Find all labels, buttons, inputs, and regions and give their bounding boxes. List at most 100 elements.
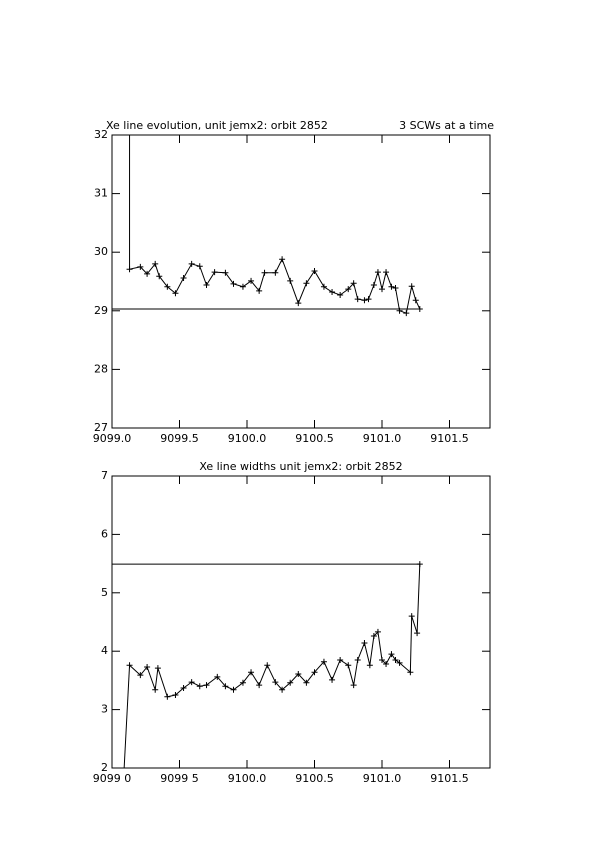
point-marker bbox=[203, 682, 210, 689]
x-tick-label: 9099.5 bbox=[160, 432, 199, 445]
x-tick-label: 9100.5 bbox=[295, 432, 334, 445]
point-marker bbox=[311, 669, 318, 676]
chart-title: Xe line widths unit jemx2: orbit 2852 bbox=[199, 460, 402, 473]
point-marker bbox=[230, 686, 237, 693]
point-marker bbox=[152, 686, 159, 693]
point-marker bbox=[396, 659, 403, 666]
plot-frame bbox=[111, 134, 491, 429]
point-marker bbox=[188, 260, 195, 267]
point-marker bbox=[154, 665, 161, 672]
point-marker bbox=[144, 270, 151, 277]
point-marker bbox=[287, 277, 294, 284]
point-marker bbox=[279, 686, 286, 693]
point-marker bbox=[388, 651, 395, 658]
point-marker bbox=[392, 656, 399, 663]
point-marker bbox=[180, 274, 187, 281]
point-marker bbox=[403, 310, 410, 317]
point-marker bbox=[354, 296, 361, 303]
point-marker bbox=[196, 683, 203, 690]
point-marker bbox=[214, 673, 221, 680]
x-tick-label: 9099 5 bbox=[160, 772, 199, 785]
point-marker bbox=[256, 682, 263, 689]
point-marker bbox=[407, 669, 414, 676]
point-marker bbox=[361, 640, 368, 647]
point-marker bbox=[303, 679, 310, 686]
point-marker bbox=[295, 670, 302, 677]
point-marker bbox=[264, 662, 271, 669]
point-marker bbox=[337, 656, 344, 663]
point-marker bbox=[345, 662, 352, 669]
chart-subtitle: 3 SCWs at a time bbox=[399, 119, 494, 132]
x-tick-label: 9101.5 bbox=[430, 772, 469, 785]
point-marker bbox=[164, 693, 171, 700]
point-marker bbox=[366, 662, 373, 669]
point-marker bbox=[211, 269, 218, 276]
point-marker bbox=[164, 283, 171, 290]
point-marker bbox=[383, 269, 390, 276]
point-marker bbox=[414, 630, 421, 637]
point-marker bbox=[287, 679, 294, 686]
y-tick-label: 30 bbox=[94, 245, 108, 258]
point-marker bbox=[248, 669, 255, 676]
x-tick-label: 9100.5 bbox=[295, 772, 334, 785]
y-tick-label: 3 bbox=[101, 703, 108, 716]
point-marker bbox=[354, 656, 361, 663]
point-marker bbox=[126, 662, 133, 669]
point-marker bbox=[272, 679, 279, 686]
point-marker bbox=[311, 267, 318, 274]
y-tick-label: 28 bbox=[94, 362, 108, 375]
series-line bbox=[123, 665, 131, 769]
y-tick-label: 4 bbox=[101, 644, 108, 657]
x-tick-label: 9100.0 bbox=[228, 772, 267, 785]
y-tick-label: 7 bbox=[101, 469, 108, 482]
x-tick-label: 9099.0 bbox=[93, 432, 132, 445]
point-marker bbox=[329, 289, 336, 296]
point-marker bbox=[383, 661, 390, 668]
point-marker bbox=[374, 269, 381, 276]
point-marker bbox=[230, 280, 237, 287]
point-marker bbox=[345, 286, 352, 293]
point-marker bbox=[337, 291, 344, 298]
point-marker bbox=[295, 300, 302, 307]
point-marker bbox=[279, 256, 286, 263]
point-marker bbox=[256, 287, 263, 294]
point-marker bbox=[222, 269, 229, 276]
x-tick-label: 9099 0 bbox=[93, 772, 132, 785]
point-marker bbox=[196, 263, 203, 270]
point-marker bbox=[350, 280, 357, 287]
point-marker bbox=[379, 656, 385, 663]
point-marker bbox=[329, 676, 336, 683]
point-marker bbox=[180, 684, 187, 691]
y-tick-label: 29 bbox=[94, 304, 108, 317]
point-marker bbox=[412, 297, 419, 304]
x-tick-label: 9101.5 bbox=[430, 432, 469, 445]
point-marker bbox=[272, 269, 279, 276]
point-marker bbox=[361, 297, 368, 304]
point-marker bbox=[408, 613, 415, 620]
point-marker bbox=[239, 283, 246, 290]
y-tick-label: 31 bbox=[94, 187, 108, 200]
x-tick-label: 9100.0 bbox=[228, 432, 267, 445]
x-tick-label: 9101.0 bbox=[363, 772, 402, 785]
point-marker bbox=[370, 633, 377, 640]
point-marker bbox=[203, 282, 210, 289]
x-tick-label: 9101.0 bbox=[363, 432, 402, 445]
point-marker bbox=[261, 269, 268, 276]
point-marker bbox=[172, 692, 179, 698]
point-marker bbox=[188, 679, 195, 686]
y-tick-label: 5 bbox=[101, 586, 108, 599]
plot-frame bbox=[111, 475, 491, 769]
point-marker bbox=[365, 296, 372, 303]
point-marker bbox=[248, 277, 255, 284]
point-marker bbox=[374, 628, 381, 635]
point-marker bbox=[320, 283, 327, 290]
point-marker bbox=[392, 284, 399, 291]
point-marker bbox=[172, 290, 179, 297]
point-marker bbox=[350, 682, 357, 689]
point-marker bbox=[379, 286, 385, 293]
y-tick-label: 6 bbox=[101, 527, 108, 540]
point-marker bbox=[239, 679, 246, 686]
point-marker bbox=[222, 683, 229, 690]
point-marker bbox=[388, 283, 395, 290]
